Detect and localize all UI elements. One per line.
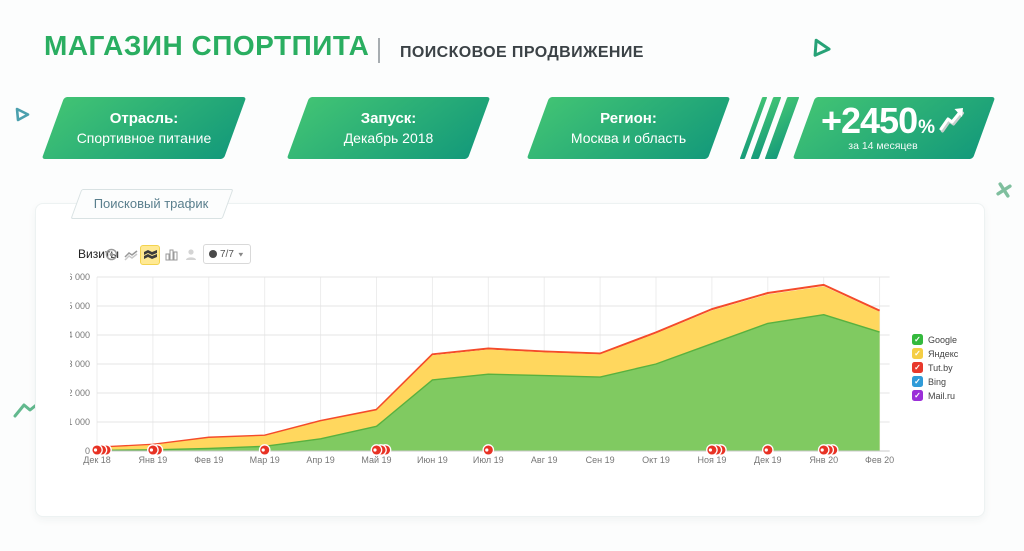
kpi-banner: +2450 % за 14 месяцев	[804, 97, 984, 159]
traffic-chart: 0 1 000 2 000 3 000 4 000 5 000 6 000 Дек 18 Янв…	[70, 272, 894, 465]
badge-industry-value: Спортивное питание	[76, 129, 212, 146]
legend-item-bing[interactable]: ✓ Bing	[912, 376, 958, 387]
period-label: 7/7	[220, 248, 234, 260]
svg-text:0: 0	[85, 446, 90, 456]
chevron-down-icon: ▼	[236, 250, 245, 258]
page-title: МАГАЗИН СПОРТПИТА	[44, 30, 370, 61]
period-dot-icon	[209, 250, 217, 258]
bar-chart-icon[interactable]	[162, 245, 180, 263]
badge-industry: Отрасль: Спортивное питание	[53, 97, 235, 159]
svg-text:Дек 19: Дек 19	[754, 455, 782, 465]
svg-text:Дек 18: Дек 18	[83, 455, 111, 465]
badge-region-value: Москва и область	[570, 129, 687, 146]
svg-text:3 000: 3 000	[70, 359, 90, 369]
svg-text:Сен 19: Сен 19	[586, 455, 615, 465]
svg-text:Янв 20: Янв 20	[809, 455, 838, 465]
svg-text:Апр 19: Апр 19	[306, 455, 334, 465]
svg-text:Ноя 19: Ноя 19	[697, 455, 726, 465]
svg-text:Авг 19: Авг 19	[531, 455, 558, 465]
legend-label: Tut.by	[928, 362, 953, 373]
growth-arrow-icon	[939, 108, 964, 133]
line-chart-icon[interactable]	[122, 245, 140, 263]
svg-text:Июн 19: Июн 19	[417, 455, 448, 465]
svg-text:5 000: 5 000	[70, 301, 90, 311]
badge-industry-label: Отрасль:	[109, 109, 179, 127]
badge-region-label: Регион:	[600, 109, 657, 127]
badge-launch-value: Декабрь 2018	[343, 129, 434, 146]
chart-legend: ✓ Google ✓ Яндекс ✓ Tut.by ✓ Bing ✓ Mail…	[912, 334, 958, 401]
svg-text:Янв 19: Янв 19	[139, 455, 168, 465]
svg-text:1 000: 1 000	[70, 417, 90, 427]
checkbox-icon: ✓	[912, 362, 923, 373]
kpi-number: +2450	[820, 100, 918, 141]
play-triangle-top-right-icon	[813, 38, 831, 57]
badge-region: Регион: Москва и область	[538, 97, 719, 159]
badge-launch-label: Запуск:	[360, 109, 417, 127]
metric-label: Визиты	[78, 247, 120, 261]
checkbox-icon: ✓	[912, 390, 923, 401]
kpi-caption: за 14 месяцев	[848, 140, 918, 152]
svg-text:Июл 19: Июл 19	[473, 455, 504, 465]
checkbox-icon: ✓	[912, 348, 923, 359]
map-pin-icon[interactable]	[182, 245, 200, 263]
checkbox-icon: ✓	[912, 376, 923, 387]
svg-text:2 000: 2 000	[70, 388, 90, 398]
checkbox-icon: ✓	[912, 334, 923, 345]
legend-label: Яндекс	[928, 348, 959, 359]
svg-text:4 000: 4 000	[70, 330, 90, 340]
page-subtitle: ПОИСКОВОЕ ПРОДВИЖЕНИЕ	[400, 44, 644, 61]
legend-item-yandex[interactable]: ✓ Яндекс	[912, 348, 958, 359]
svg-text:Окт 19: Окт 19	[642, 455, 670, 465]
legend-label: Bing	[928, 376, 947, 387]
pie-chart-icon[interactable]	[102, 245, 120, 263]
stacked-area-icon[interactable]	[140, 245, 160, 265]
svg-text:Фев 20: Фев 20	[865, 455, 894, 465]
period-dropdown[interactable]: 7/7 ▼	[203, 244, 251, 264]
cross-sparkle-icon	[996, 182, 1012, 198]
kpi-percent-sign: %	[918, 117, 935, 138]
legend-label: Mail.ru	[928, 390, 956, 401]
badge-launch: Запуск: Декабрь 2018	[298, 97, 479, 159]
svg-text:6 000: 6 000	[70, 272, 90, 282]
traffic-tab-label[interactable]: Поисковый трафик	[93, 195, 209, 211]
svg-text:Фев 19: Фев 19	[194, 455, 223, 465]
svg-text:Май 19: Май 19	[361, 455, 391, 465]
legend-item-google[interactable]: ✓ Google	[912, 334, 958, 345]
svg-text:Мар 19: Мар 19	[250, 455, 280, 465]
legend-item-tutby[interactable]: ✓ Tut.by	[912, 362, 958, 373]
legend-label: Google	[928, 334, 958, 345]
title-separator	[378, 38, 380, 63]
legend-item-mailru[interactable]: ✓ Mail.ru	[912, 390, 958, 401]
play-triangle-left-icon	[15, 107, 30, 122]
